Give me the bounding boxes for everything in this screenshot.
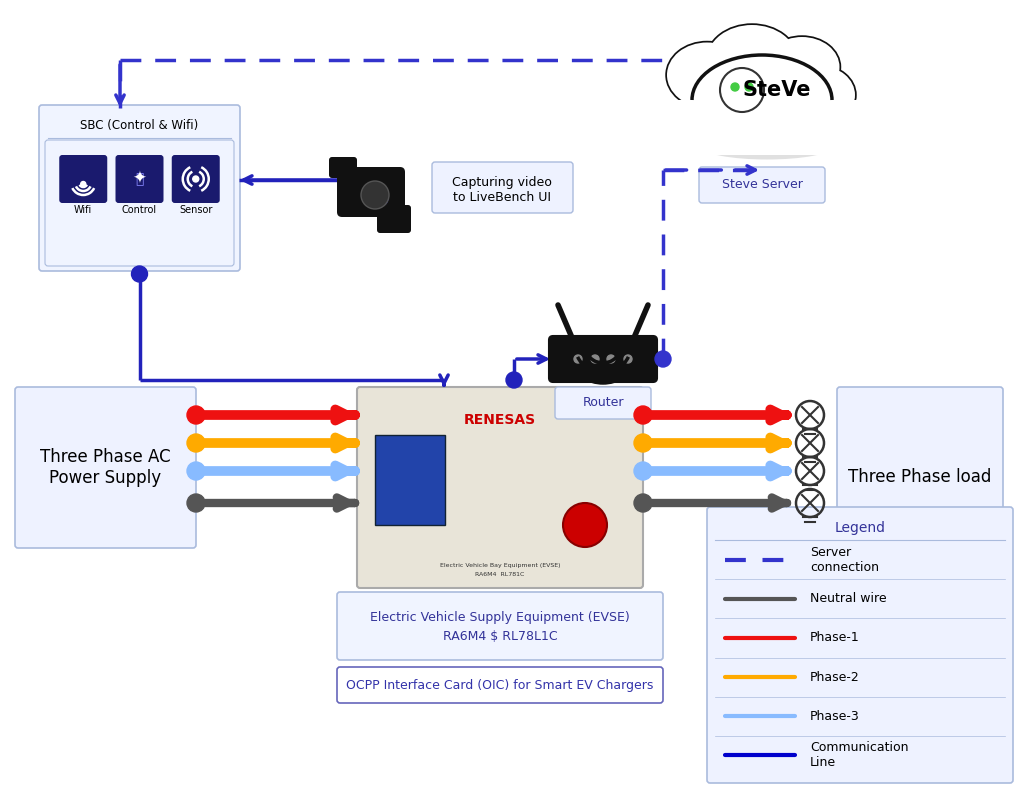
Text: Communication
Line: Communication Line — [810, 741, 908, 770]
FancyBboxPatch shape — [837, 387, 1002, 548]
Text: Neutral wire: Neutral wire — [810, 592, 887, 605]
Text: RA6M4 $ RL78L1C: RA6M4 $ RL78L1C — [442, 630, 557, 643]
Ellipse shape — [707, 25, 797, 95]
Circle shape — [745, 83, 753, 91]
FancyBboxPatch shape — [59, 155, 108, 203]
FancyBboxPatch shape — [45, 140, 234, 266]
Circle shape — [563, 503, 607, 547]
Circle shape — [634, 434, 652, 452]
Text: Electric Vehicle Bay Equipment (EVSE): Electric Vehicle Bay Equipment (EVSE) — [439, 563, 560, 568]
FancyBboxPatch shape — [329, 157, 357, 178]
Bar — [375, 435, 445, 525]
FancyBboxPatch shape — [337, 667, 663, 703]
Ellipse shape — [667, 42, 746, 107]
Circle shape — [187, 406, 205, 424]
Circle shape — [607, 355, 615, 363]
Text: Phase-1: Phase-1 — [810, 631, 860, 645]
Text: Router: Router — [583, 396, 624, 409]
Text: Sensor: Sensor — [179, 205, 212, 215]
FancyBboxPatch shape — [555, 387, 651, 419]
Circle shape — [591, 355, 599, 363]
Circle shape — [655, 351, 671, 367]
Text: Wifi: Wifi — [74, 205, 92, 215]
Circle shape — [624, 355, 632, 363]
Text: ✦: ✦ — [132, 170, 146, 188]
Ellipse shape — [692, 55, 831, 145]
FancyBboxPatch shape — [377, 205, 411, 233]
Text: SBC (Control & Wifi): SBC (Control & Wifi) — [80, 119, 199, 132]
Ellipse shape — [765, 37, 840, 97]
Ellipse shape — [702, 135, 831, 159]
FancyBboxPatch shape — [549, 336, 657, 382]
Circle shape — [731, 83, 739, 91]
Ellipse shape — [707, 25, 797, 95]
FancyBboxPatch shape — [699, 167, 825, 203]
Circle shape — [81, 181, 86, 186]
Text: Electric Vehicle Supply Equipment (EVSE): Electric Vehicle Supply Equipment (EVSE) — [370, 611, 630, 623]
Text: Three Phase AC
Power Supply: Three Phase AC Power Supply — [40, 448, 171, 487]
Circle shape — [506, 372, 522, 388]
Circle shape — [193, 176, 199, 182]
Ellipse shape — [765, 37, 840, 97]
Ellipse shape — [785, 66, 855, 124]
Text: Legend: Legend — [835, 521, 886, 535]
Text: OCPP Interface Card (OIC) for Smart EV Chargers: OCPP Interface Card (OIC) for Smart EV C… — [346, 678, 653, 692]
FancyBboxPatch shape — [39, 105, 240, 271]
Circle shape — [361, 181, 389, 209]
Circle shape — [599, 341, 607, 349]
Ellipse shape — [785, 66, 855, 124]
Circle shape — [187, 462, 205, 480]
Text: Three Phase load: Three Phase load — [848, 469, 991, 486]
Circle shape — [187, 494, 205, 512]
FancyBboxPatch shape — [337, 592, 663, 660]
Text: Server
connection: Server connection — [810, 545, 879, 574]
Text: RENESAS: RENESAS — [464, 413, 536, 427]
FancyBboxPatch shape — [15, 387, 196, 548]
Circle shape — [634, 462, 652, 480]
Circle shape — [187, 434, 205, 452]
Bar — [668, 100, 858, 155]
Ellipse shape — [667, 42, 746, 107]
Text: Capturing video
to LiveBench UI: Capturing video to LiveBench UI — [452, 176, 552, 204]
Circle shape — [372, 190, 388, 206]
FancyBboxPatch shape — [432, 162, 573, 213]
Text: Phase-2: Phase-2 — [810, 670, 860, 684]
Text: Phase-3: Phase-3 — [810, 710, 860, 723]
Text: Control: Control — [122, 205, 157, 215]
FancyBboxPatch shape — [707, 507, 1013, 783]
Circle shape — [634, 406, 652, 424]
FancyBboxPatch shape — [116, 155, 164, 203]
Text: Steve Server: Steve Server — [722, 178, 803, 192]
Text: SteVe: SteVe — [742, 80, 811, 100]
Text: RA6M4  RL781C: RA6M4 RL781C — [475, 572, 524, 578]
FancyBboxPatch shape — [357, 387, 643, 588]
Circle shape — [634, 494, 652, 512]
FancyBboxPatch shape — [172, 155, 220, 203]
Circle shape — [131, 266, 147, 282]
FancyBboxPatch shape — [337, 167, 406, 217]
Text: ⬛: ⬛ — [135, 172, 143, 186]
Ellipse shape — [692, 55, 831, 145]
Circle shape — [574, 355, 582, 363]
